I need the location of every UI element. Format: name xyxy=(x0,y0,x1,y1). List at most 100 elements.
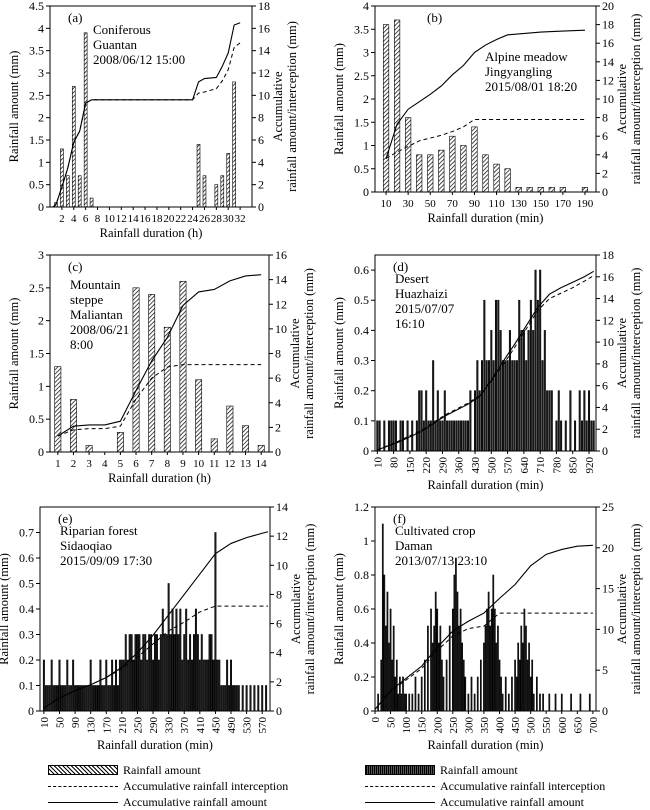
legend-swatch-filled xyxy=(365,765,435,775)
rain-bar xyxy=(165,634,168,712)
y-tick-label: 2.5 xyxy=(29,88,44,102)
rain-bar xyxy=(453,420,456,452)
panel-annotation: 2015/07/07 xyxy=(395,301,455,316)
x-tick-label: 20 xyxy=(163,213,175,225)
rain-bar xyxy=(585,420,588,452)
x-tick-label: 190 xyxy=(577,198,594,210)
y2-tick-label: 14 xyxy=(602,55,614,69)
y2-axis-title-line1: Accumulative xyxy=(615,573,629,644)
rain-bar xyxy=(534,269,537,452)
rain-bar xyxy=(60,685,63,712)
rain-bar xyxy=(456,591,459,712)
panel-annotation: Cultivated crop xyxy=(395,523,476,538)
x-tick-label: 150 xyxy=(405,457,417,474)
rain-bar xyxy=(159,634,162,712)
rain-bar xyxy=(394,19,401,193)
rain-bar xyxy=(515,676,518,712)
x-tick-label: 150 xyxy=(417,717,429,734)
rain-bar xyxy=(451,608,454,712)
rain-bar xyxy=(85,445,93,453)
plot-frame xyxy=(374,254,597,452)
rain-bar xyxy=(460,145,467,193)
rain-bar xyxy=(448,420,451,452)
x-tick-label: 3 xyxy=(86,458,92,470)
rain-bar xyxy=(513,360,516,452)
rain-bar xyxy=(198,659,201,712)
rain-bar xyxy=(464,676,467,712)
y-tick-label: 1.2 xyxy=(354,500,369,514)
rain-bar xyxy=(427,154,434,193)
x-tick-label: 2 xyxy=(71,458,77,470)
rain-bar xyxy=(249,685,252,712)
rain-bar xyxy=(191,659,194,712)
y2-tick-label: 12 xyxy=(258,66,270,80)
y-tick-label: 3 xyxy=(38,248,44,262)
rain-bar xyxy=(161,608,164,712)
panel-label: (f) xyxy=(393,511,406,526)
rain-bar xyxy=(226,153,231,208)
panel-annotation: Guantan xyxy=(93,37,138,52)
rain-bar xyxy=(414,676,417,712)
rain-bar xyxy=(70,685,73,712)
y-tick-label: 1.5 xyxy=(29,347,44,361)
rain-bar xyxy=(448,625,451,712)
rain-bar xyxy=(439,420,442,452)
y2-tick-label: 0 xyxy=(602,444,608,458)
x-tick-label: 10 xyxy=(381,198,393,210)
y2-tick-label: 6 xyxy=(602,379,608,393)
y-tick-label: 0.1 xyxy=(354,414,369,428)
rain-bar xyxy=(72,659,75,712)
rain-bar xyxy=(520,625,523,712)
rain-bar xyxy=(536,676,538,712)
rain-bar xyxy=(144,634,147,712)
panel-label: (e) xyxy=(58,511,72,526)
panel-annotation: steppe xyxy=(70,292,103,307)
rain-bar xyxy=(578,390,581,452)
legend-label-accum: Accumulative rainfall amount xyxy=(123,795,267,809)
rain-bar xyxy=(66,659,69,712)
rain-bar xyxy=(528,642,530,712)
x-tick-label: 30 xyxy=(403,198,415,210)
rain-bar xyxy=(415,420,418,452)
rain-bar xyxy=(68,685,71,712)
chart-panel-d: 0 0.1 0.2 0.3 0.4 0.5 0.6 0 2 4 6 8 10 12 14 16 18 10 80 15… xyxy=(332,248,643,492)
panel-annotation: 2015/09/09 17:30 xyxy=(60,553,152,568)
rain-bar xyxy=(101,685,104,712)
y-tick-label: 0.8 xyxy=(354,568,369,582)
x-tick-label: 2 xyxy=(59,213,65,225)
rain-bar xyxy=(128,634,131,712)
y2-tick-label: 25 xyxy=(602,500,614,514)
rain-bar xyxy=(492,574,495,712)
rain-bar xyxy=(169,634,172,712)
rain-bar xyxy=(210,438,218,453)
x-tick-label: 370 xyxy=(179,717,191,734)
x-tick-label: 570 xyxy=(257,717,269,734)
y2-tick-label: 18 xyxy=(258,0,270,13)
y-tick-label: 0 xyxy=(363,444,369,458)
x-tick-label: 16 xyxy=(140,213,152,225)
rain-bar xyxy=(187,659,190,712)
rain-bar xyxy=(224,685,227,712)
legend-label-accum: Accumulative rainfall amount xyxy=(440,795,584,809)
x-tick-label: 32 xyxy=(235,213,246,225)
y2-axis-title-line1: Accumulative xyxy=(615,63,629,134)
rain-bar xyxy=(97,685,100,712)
y2-tick-label: 8 xyxy=(275,347,281,361)
y-tick-label: 3.5 xyxy=(29,44,44,58)
rain-bar xyxy=(122,659,125,712)
rain-bar xyxy=(132,287,140,453)
panel-label: (a) xyxy=(68,10,82,25)
rain-bar xyxy=(592,420,595,452)
y2-tick-label: 18 xyxy=(602,18,614,32)
y2-tick-label: 6 xyxy=(258,133,264,147)
y-tick-label: 1 xyxy=(38,155,44,169)
rain-bar xyxy=(483,299,486,452)
x-tick-label: 14 xyxy=(128,213,140,225)
rain-bar xyxy=(403,693,406,712)
y-axis-title: Rainfall amount (mm) xyxy=(332,297,346,409)
x-axis-title: Rainfall duration (h) xyxy=(100,226,203,240)
y2-tick-label: 4 xyxy=(276,646,282,660)
legend-item-interception: Accumulative rainfall interception xyxy=(365,778,635,794)
